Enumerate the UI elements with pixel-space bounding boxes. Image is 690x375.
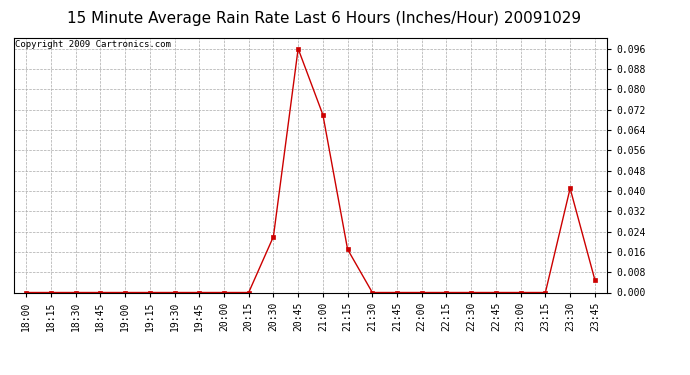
Text: 15 Minute Average Rain Rate Last 6 Hours (Inches/Hour) 20091029: 15 Minute Average Rain Rate Last 6 Hours… [67, 11, 582, 26]
Text: Copyright 2009 Cartronics.com: Copyright 2009 Cartronics.com [15, 40, 171, 49]
